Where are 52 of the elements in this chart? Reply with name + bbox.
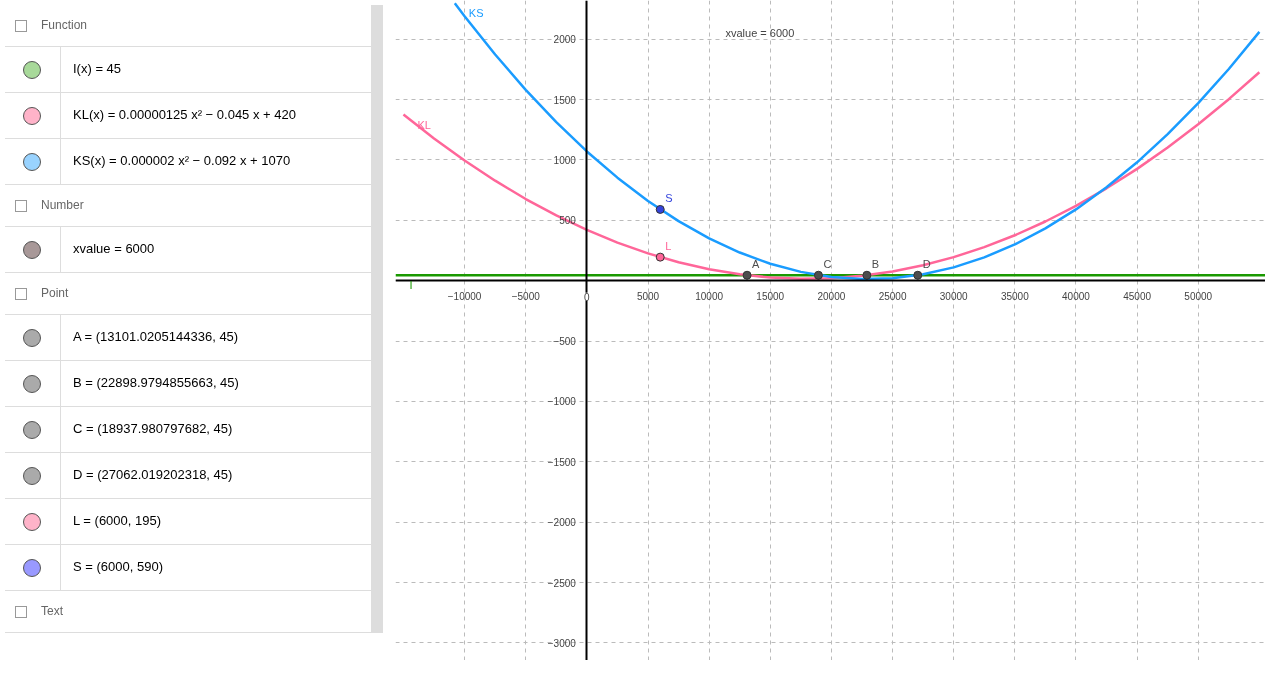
y-tick-label: 1000 (553, 154, 577, 166)
text: C = (18937.980797682, 45) (73, 420, 233, 439)
x-tick-label: 20000 (817, 290, 846, 302)
x-tick-label: 30000 (939, 290, 969, 302)
y-tick-label: −2500 (547, 577, 577, 589)
x-tick-label: 5000 (636, 290, 660, 302)
y-tick-label: −1500 (547, 456, 577, 468)
line-series (453, 2, 1261, 281)
x-tick-label: −5000 (511, 290, 541, 302)
text: KS(x) = 0.000002 x² − 0.092 x + 1070 (73, 152, 291, 171)
y-tick-label: −1000 (547, 396, 577, 408)
point (862, 270, 872, 280)
series-label: KS (468, 7, 484, 20)
y-tick-label: −3000 (547, 637, 577, 649)
series-label: L (665, 240, 672, 253)
x-tick-label: −10000 (447, 290, 482, 302)
text: Text (5, 591, 371, 633)
x-tick-label: 10000 (695, 290, 724, 302)
text: D = (27062.019202318, 45) (73, 466, 233, 485)
text: KL(x) = 0.00000125 x² − 0.045 x + 420 (73, 106, 296, 125)
x-tick-label: 50000 (1184, 290, 1213, 302)
series-label: A (752, 258, 761, 271)
point (655, 252, 665, 262)
x-tick-label: 40000 (1062, 290, 1091, 302)
line-series (402, 70, 1261, 281)
point (813, 270, 823, 280)
text: L = (6000, 195) (73, 512, 162, 531)
series-label: C (823, 258, 832, 271)
series-label: S (665, 192, 673, 205)
point (742, 270, 752, 280)
point (655, 204, 665, 214)
x-tick-label: 25000 (878, 290, 907, 302)
x-tick-label: 15000 (756, 290, 785, 302)
x-tick-label: 35000 (1000, 290, 1030, 302)
x-tick-label: 45000 (1123, 290, 1152, 302)
text: Point (5, 273, 371, 315)
text: Function (5, 5, 371, 47)
text: Number (5, 185, 371, 227)
annotation: xvalue = 6000 (725, 26, 795, 39)
text: I(x) = 45 (73, 60, 122, 79)
text: B = (22898.9794855663, 45) (73, 374, 239, 393)
y-tick-label: −500 (553, 336, 577, 348)
point (913, 270, 923, 280)
series-label: B (871, 258, 880, 271)
series-label: I (409, 279, 413, 292)
text: S = (6000, 590) (73, 558, 163, 577)
y-tick-label: 1500 (553, 94, 577, 106)
y-tick-label: −2000 (547, 517, 577, 529)
text: A = (13101.0205144336, 45) (73, 328, 239, 347)
text: xvalue = 6000 (73, 240, 155, 259)
x-tick-label: 0 (584, 291, 591, 303)
y-tick-label: 2000 (553, 34, 577, 46)
